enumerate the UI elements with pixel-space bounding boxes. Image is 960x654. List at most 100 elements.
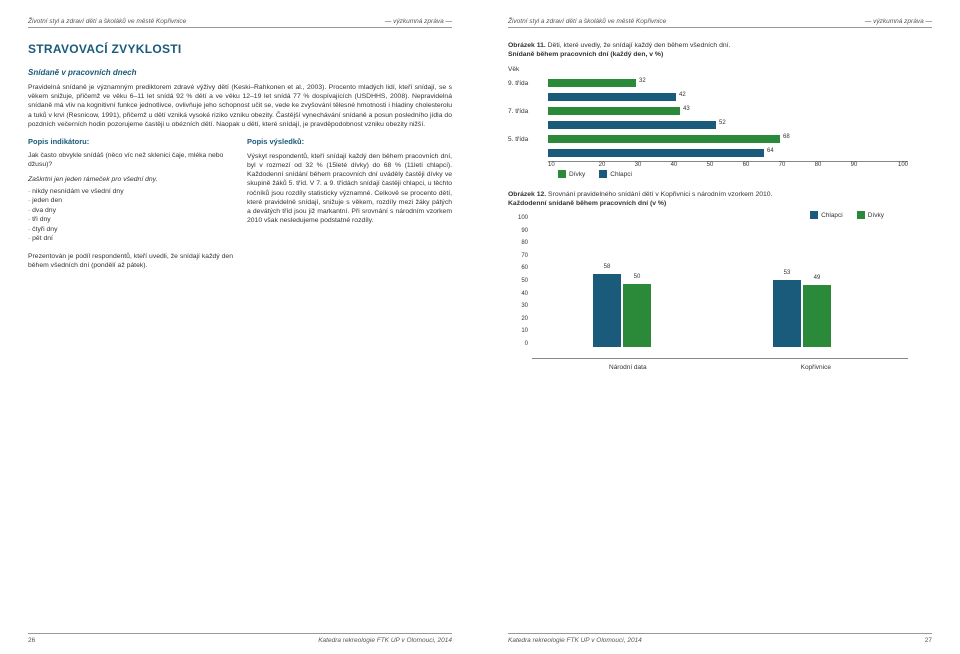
fig11-caption: Obrázek 11. Děti, které uvedly, že snída… <box>508 42 932 49</box>
hbar-value: 43 <box>683 106 690 112</box>
header-title: Životní styl a zdraví dětí a školáků ve … <box>28 18 186 25</box>
legend-item: Chlapci <box>810 211 843 219</box>
page-number: 27 <box>925 637 932 644</box>
vbar-group: 5850 <box>582 221 662 347</box>
y-tick: 100 <box>518 215 528 221</box>
fig12-subtitle: Každodenní snídaně během pracovních dní … <box>508 200 932 207</box>
y-tick: 60 <box>521 265 528 271</box>
list-item: pět dní <box>28 234 233 244</box>
y-tick: 20 <box>521 316 528 322</box>
instruction-text: Zaškrtni jen jeden rámeček pro všední dn… <box>28 176 233 183</box>
fig12-caption: Obrázek 12. Srovnání pravidelného snídán… <box>508 191 932 198</box>
x-tick: 100 <box>872 162 908 168</box>
left-page: Životní styl a zdraví dětí a školáků ve … <box>0 0 480 654</box>
results-paragraph: Výskyt respondentů, kteří snídají každý … <box>247 152 452 225</box>
hbar-bar-divky <box>548 135 780 143</box>
x-label: Kopřivnice <box>801 364 831 371</box>
header-right: — výzkumná zpráva — <box>865 18 932 25</box>
x-tick: 60 <box>728 162 764 168</box>
list-item: tři dny <box>28 215 233 225</box>
options-list: nikdy nesnídám ve všední dny jeden den d… <box>28 187 233 244</box>
fig11-ylabel: Věk <box>508 66 932 73</box>
legend-item: Dívky <box>558 170 585 178</box>
hbar-bar-divky <box>548 79 636 87</box>
subsection-title: Snídaně v pracovních dnech <box>28 68 452 77</box>
hbar-bar-chlapci <box>548 93 676 101</box>
page-footer: Katedra rekreologie FTK UP v Olomouci, 2… <box>508 633 932 644</box>
hbar-bar-chlapci <box>548 149 764 157</box>
hbar-value: 68 <box>783 134 790 140</box>
fig12-label: Obrázek 12. <box>508 191 546 198</box>
hbar-row-label: 7. třída <box>508 108 548 115</box>
list-item: jeden den <box>28 196 233 206</box>
header-right: — výzkumná zpráva — <box>385 18 452 25</box>
page-header: Životní styl a zdraví dětí a školáků ve … <box>508 18 932 28</box>
hbar-bar-chlapci <box>548 121 716 129</box>
two-column-block: Popis indikátoru: Jak často obvykle sníd… <box>28 137 452 278</box>
y-tick: 10 <box>521 328 528 334</box>
legend-swatch <box>599 170 607 178</box>
footer-text: Katedra rekreologie FTK UP v Olomouci, 2… <box>508 637 642 644</box>
vbar-group: 5349 <box>762 221 842 347</box>
vbar-value: 53 <box>773 270 801 276</box>
legend-swatch <box>810 211 818 219</box>
hbar-value: 64 <box>767 148 774 154</box>
hbar-bar-divky <box>548 107 680 115</box>
x-label: Národní data <box>609 364 647 371</box>
list-item: nikdy nesnídám ve všední dny <box>28 187 233 197</box>
fig11-label: Obrázek 11. <box>508 42 546 49</box>
vbar-bar-chlapci: 58 <box>593 274 621 347</box>
x-tick: 40 <box>656 162 692 168</box>
hbar-value: 52 <box>719 120 726 126</box>
vbar-bar-chlapci: 53 <box>773 280 801 347</box>
x-tick: 90 <box>836 162 872 168</box>
tail-paragraph: Prezentován je podíl respondentů, kteří … <box>28 252 233 270</box>
header-title: Životní styl a zdraví dětí a školáků ve … <box>508 18 666 25</box>
vbar-value: 49 <box>803 275 831 281</box>
intro-paragraph: Pravidelná snídaně je významným predikto… <box>28 83 452 129</box>
legend-item: Dívky <box>857 211 884 219</box>
vbar-bar-divky: 50 <box>623 284 651 347</box>
col-left: Popis indikátoru: Jak často obvykle sníd… <box>28 137 233 278</box>
fig12-chart: 010203040506070809010058505349Národní da… <box>508 221 908 371</box>
section-title: STRAVOVACÍ ZVYKLOSTI <box>28 42 452 56</box>
question-text: Jak často obvykle snídáš (něco víc než s… <box>28 152 233 170</box>
vbar-value: 50 <box>623 274 651 280</box>
x-tick: 10 <box>548 162 584 168</box>
fig11-chart: 9. třída 32 42 7. třída 43 52 5. třída 68 64 1020… <box>508 77 908 167</box>
vbar-bar-divky: 49 <box>803 285 831 347</box>
page-footer: 26 Katedra rekreologie FTK UP v Olomouci… <box>28 633 452 644</box>
hbar-row-label: 5. třída <box>508 136 548 143</box>
list-item: dva dny <box>28 206 233 216</box>
hbar-row-label: 9. třída <box>508 80 548 87</box>
y-tick: 90 <box>521 228 528 234</box>
col-right: Popis výsledků: Výskyt respondentů, kteř… <box>247 137 452 278</box>
vbar-value: 58 <box>593 264 621 270</box>
legend-swatch <box>558 170 566 178</box>
y-tick: 0 <box>525 341 528 347</box>
fig12-desc: Srovnání pravidelného snídání dětí v Kop… <box>546 191 772 198</box>
footer-text: Katedra rekreologie FTK UP v Olomouci, 2… <box>318 637 452 644</box>
results-head: Popis výsledků: <box>247 137 452 146</box>
page-header: Životní styl a zdraví dětí a školáků ve … <box>28 18 452 28</box>
y-tick: 70 <box>521 253 528 259</box>
x-tick: 50 <box>692 162 728 168</box>
legend-swatch <box>857 211 865 219</box>
y-tick: 50 <box>521 278 528 284</box>
fig11-subtitle: Snídaně během pracovních dní (každý den,… <box>508 51 932 58</box>
legend-item: Chlapci <box>599 170 632 178</box>
x-tick: 30 <box>620 162 656 168</box>
y-tick: 80 <box>521 240 528 246</box>
indicator-head: Popis indikátoru: <box>28 137 233 146</box>
right-page: Životní styl a zdraví dětí a školáků ve … <box>480 0 960 654</box>
fig11-desc: Děti, které uvedly, že snídají každý den… <box>546 42 731 49</box>
hbar-value: 42 <box>679 92 686 98</box>
hbar-value: 32 <box>639 78 646 84</box>
x-tick: 80 <box>800 162 836 168</box>
y-tick: 40 <box>521 291 528 297</box>
list-item: čtyři dny <box>28 225 233 235</box>
page-number: 26 <box>28 637 35 644</box>
x-tick: 70 <box>764 162 800 168</box>
x-tick: 20 <box>584 162 620 168</box>
y-tick: 30 <box>521 303 528 309</box>
